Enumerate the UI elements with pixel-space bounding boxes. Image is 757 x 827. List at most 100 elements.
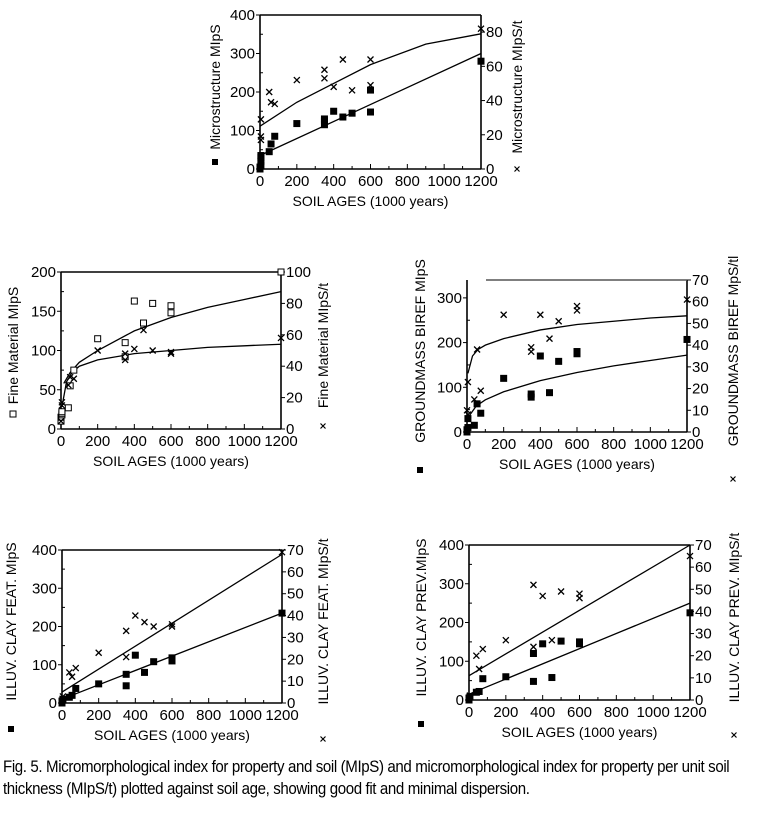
y-tick-label-right: 20 (695, 648, 712, 665)
x-tick-label: 400 (122, 433, 147, 450)
legend-filled-square-icon (212, 159, 218, 165)
data-point-square (257, 152, 265, 160)
data-point-x (477, 25, 485, 33)
data-point-x (502, 636, 510, 644)
data-point-square (122, 670, 130, 678)
data-point-x (475, 665, 483, 673)
fit-line-left (468, 354, 688, 417)
x-tick-label: 200 (85, 433, 110, 450)
x-tick-label: 1000 (634, 436, 667, 453)
data-point-x (320, 66, 328, 74)
x-tick-label: 1200 (264, 433, 297, 450)
y-tick-label-right: 0 (287, 695, 295, 712)
fit-line-right (259, 33, 482, 127)
y-tick-label-left: 400 (230, 7, 255, 24)
data-point-x (167, 350, 175, 358)
data-point-x (95, 649, 103, 657)
y-tick-label-left: 300 (230, 46, 255, 63)
data-point-x (150, 623, 158, 630)
x-tick-label: 400 (321, 173, 346, 190)
data-point-open-square (149, 299, 157, 307)
data-point-x (529, 643, 537, 651)
data-point-square (278, 609, 286, 617)
data-point-square (320, 121, 328, 129)
data-point-square (293, 120, 301, 128)
y-tick-label-left: 400 (439, 537, 464, 554)
data-point-x (64, 381, 72, 389)
x-tick-label: 1200 (670, 436, 703, 453)
data-point-square (529, 650, 537, 657)
data-point-square (536, 352, 544, 360)
y-axis-label-left: ILLUV. CLAY FEAT. MIpS (3, 542, 19, 700)
data-point-x (57, 417, 65, 425)
legend-x-icon (730, 476, 736, 482)
y-axis-label-right: ILLUV. CLAY FEAT. MIpS/t (315, 538, 331, 704)
y-tick-label-left: 100 (32, 657, 57, 674)
data-point-square (257, 157, 265, 165)
data-point-open-square (130, 297, 138, 305)
data-point-x (546, 335, 553, 343)
fit-line-right (467, 315, 688, 374)
y-tick-label-right: 60 (692, 294, 709, 311)
data-point-x (464, 378, 472, 386)
data-point-square (529, 677, 537, 685)
x-tick-label: 600 (358, 173, 383, 190)
y-tick-label-right: 30 (692, 359, 709, 376)
y-tick-label-right: 10 (692, 402, 709, 419)
x-axis-label: SOIL AGES (1000 years) (94, 727, 250, 743)
data-point-open-square (58, 408, 66, 416)
y-tick-label-right: 50 (695, 581, 712, 598)
y-tick-label-left: 200 (230, 84, 255, 101)
data-point-square (548, 674, 556, 682)
data-point-x (472, 652, 480, 660)
data-point-open-square (140, 319, 147, 327)
y-tick-label-right: 20 (286, 390, 303, 407)
fit-line-left (468, 602, 691, 695)
data-point-square (348, 109, 356, 117)
data-point-square (477, 409, 485, 417)
data-point-square (502, 673, 510, 681)
data-point-square (473, 400, 481, 408)
x-tick-label: 0 (463, 436, 471, 453)
fit-line-right (468, 544, 691, 677)
data-point-x (271, 100, 279, 108)
data-point-square (265, 148, 273, 156)
data-point-x (72, 664, 80, 672)
data-point-x (70, 375, 78, 383)
y-tick-label-right: 40 (695, 603, 712, 620)
data-point-x (529, 581, 537, 589)
x-tick-label: 800 (395, 173, 420, 190)
data-point-x (330, 83, 338, 91)
y-tick-label-right: 30 (695, 626, 712, 643)
data-point-x (94, 347, 102, 354)
data-point-x (278, 548, 286, 556)
data-point-x (59, 692, 67, 700)
data-point-x (141, 618, 148, 626)
data-point-square (546, 389, 553, 397)
data-point-x (686, 552, 694, 560)
data-point-x (68, 673, 76, 681)
data-point-square (479, 675, 487, 683)
data-point-x (320, 74, 328, 82)
figure-caption: Fig. 5. Micromorphological index for pro… (3, 758, 730, 798)
x-tick-label: 600 (564, 436, 589, 453)
chart-microstructure: 0 200 400 600 800 1000 12000100200300400020406… (207, 7, 525, 209)
data-point-square (555, 357, 563, 365)
x-tick-label: 1200 (464, 173, 497, 190)
data-point-square (330, 107, 338, 115)
y-tick-label-left: 150 (31, 303, 56, 320)
data-point-x (557, 588, 565, 595)
x-axis-label: SOIL AGES (1000 years) (93, 453, 249, 469)
data-point-x (65, 668, 73, 676)
x-tick-label: 800 (604, 704, 629, 721)
y-tick-label-right: 100 (286, 264, 311, 281)
data-point-open-square (121, 353, 129, 361)
y-tick-label-right: 20 (287, 651, 304, 668)
y-tick-label-right: 40 (287, 608, 304, 625)
data-point-x (573, 302, 581, 310)
y-tick-label-left: 300 (437, 290, 462, 307)
data-point-x (367, 81, 374, 89)
fit-line-left (259, 52, 482, 157)
y-tick-label-left: 300 (32, 580, 57, 597)
y-axis-label-left: GROUNDMASS BIREF MIpS (412, 259, 428, 443)
